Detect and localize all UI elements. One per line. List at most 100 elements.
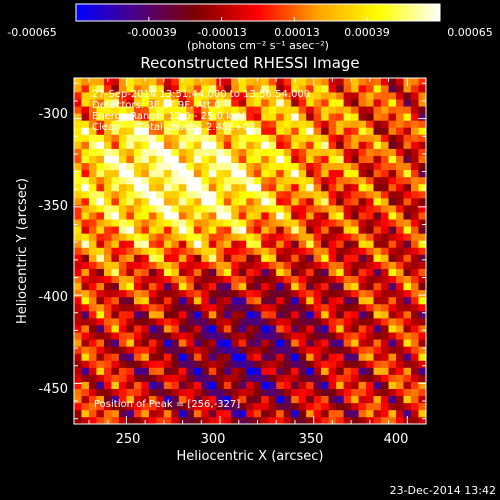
heatmap-cell [111, 332, 120, 340]
heatmap-cell [126, 346, 135, 354]
heatmap-cell [298, 353, 307, 361]
heatmap-cell [193, 282, 202, 291]
heatmap-cell [411, 205, 419, 213]
heatmap-cell [291, 311, 299, 319]
heatmap-cell [208, 325, 217, 333]
heatmap-cell [208, 99, 217, 107]
heatmap-cell [193, 190, 202, 199]
heatmap-cell [171, 318, 180, 326]
heatmap-cell [126, 176, 135, 185]
heatmap-cell [156, 275, 165, 284]
heatmap-cell [246, 275, 255, 284]
heatmap-cell [388, 120, 397, 128]
heatmap-cell [411, 282, 419, 291]
heatmap-cell [268, 268, 277, 277]
heatmap-cell [156, 409, 165, 418]
heatmap-cell [381, 120, 389, 128]
heatmap-cell [336, 296, 344, 305]
heatmap-cell [111, 367, 120, 375]
heatmap-cell [163, 275, 172, 284]
heatmap-cell [74, 120, 82, 128]
heatmap-cell [373, 85, 382, 93]
heatmap-cell [358, 190, 367, 199]
heatmap-cell [223, 155, 232, 164]
heatmap-cell [74, 169, 82, 178]
heatmap-cell [118, 311, 127, 319]
heatmap-cell [403, 190, 412, 199]
heatmap-cell [88, 254, 97, 262]
heatmap-cell [141, 233, 150, 241]
heatmap-cell [276, 92, 284, 100]
heatmap-cell [118, 416, 127, 424]
heatmap-cell [283, 183, 292, 192]
heatmap-cell [276, 113, 284, 121]
heatmap-cell [216, 402, 225, 411]
heatmap-cell [133, 183, 142, 192]
heatmap-cell [88, 155, 97, 164]
heatmap-cell [298, 205, 307, 213]
heatmap-cell [223, 289, 232, 298]
heatmap-cell [81, 120, 90, 128]
heatmap-cell [74, 311, 82, 319]
heatmap-cell [103, 268, 112, 277]
heatmap-cell [238, 219, 247, 227]
heatmap-cell [298, 198, 307, 206]
heatmap-cell [351, 261, 359, 269]
heatmap-cell [208, 78, 217, 86]
heatmap-cell [306, 282, 314, 291]
heatmap-cell [306, 219, 314, 227]
heatmap-cell [178, 332, 187, 340]
heatmap-cell [223, 183, 232, 192]
heatmap-cell [193, 247, 202, 255]
heatmap-cell [74, 402, 82, 411]
heatmap-cell [298, 395, 307, 404]
heatmap-cell [381, 198, 389, 206]
heatmap-cell [283, 318, 292, 326]
heatmap-cell [156, 339, 165, 347]
heatmap-cell [291, 289, 299, 298]
heatmap-cell [336, 78, 344, 86]
heatmap-cell [178, 134, 187, 142]
heatmap-cell [208, 92, 217, 100]
heatmap-cell [351, 190, 359, 199]
heatmap-cell [238, 402, 247, 411]
heatmap-cell [261, 275, 270, 284]
heatmap-cell [313, 402, 322, 411]
heatmap-cell [126, 233, 135, 241]
heatmap-cell [201, 219, 210, 227]
heatmap-cell [186, 212, 195, 220]
heatmap-cell [156, 99, 165, 107]
heatmap-cell [231, 78, 240, 86]
heatmap-cell [208, 148, 217, 156]
heatmap-cell [283, 78, 292, 86]
heatmap-cell [268, 190, 277, 199]
heatmap-cell [291, 381, 299, 389]
heatmap-cell [118, 388, 127, 397]
heatmap-cell [216, 311, 225, 319]
heatmap-cell [343, 311, 352, 319]
heatmap-cell [81, 127, 90, 135]
heatmap-cell [276, 395, 284, 404]
heatmap-cell [111, 374, 120, 382]
heatmap-cell [133, 275, 142, 284]
heatmap-cell [351, 120, 359, 128]
heatmap-cell [373, 388, 382, 397]
heatmap-cell [156, 148, 165, 156]
heatmap-cell [156, 212, 165, 220]
heatmap-cell [246, 360, 255, 368]
heatmap-cell [208, 198, 217, 206]
heatmap-cell [103, 155, 112, 164]
heatmap-cell [306, 162, 314, 171]
heatmap-cell [81, 155, 90, 164]
heatmap-cell [336, 120, 344, 128]
heatmap-cell [238, 395, 247, 404]
heatmap-cell [373, 162, 382, 171]
heatmap-cell [396, 240, 404, 248]
heatmap-cell [156, 325, 165, 333]
heatmap-cell [81, 353, 90, 361]
heatmap-cell [298, 78, 307, 86]
heatmap-cell [74, 78, 82, 86]
heatmap-cell [178, 388, 187, 397]
heatmap-cell [381, 360, 389, 368]
heatmap-cell [358, 416, 367, 424]
